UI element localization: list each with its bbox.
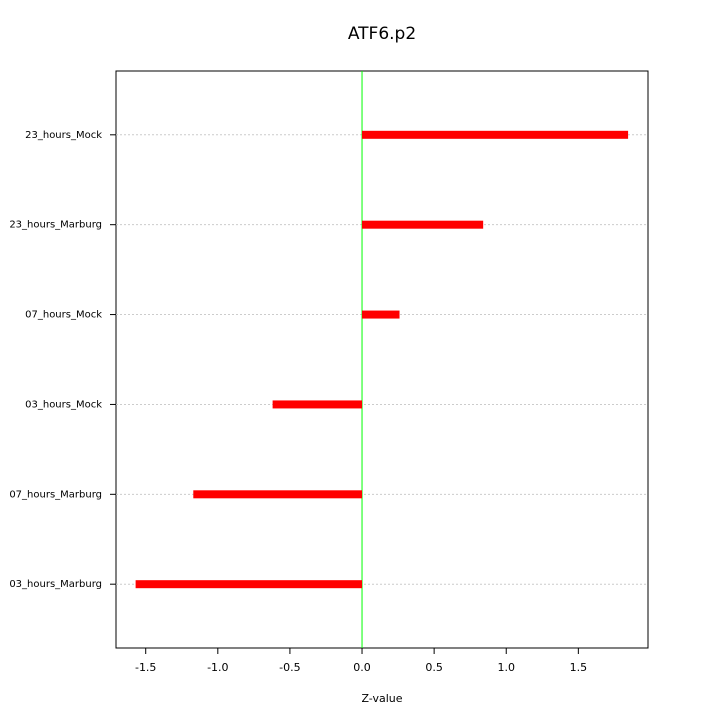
y-tick-label: 23_hours_Mock [25, 130, 102, 141]
y-tick-label: 03_hours_Mock [25, 399, 102, 410]
y-tick-label: 03_hours_Marburg [9, 579, 102, 590]
x-tick-label: 1.0 [497, 661, 515, 674]
x-axis-label: Z-value [361, 692, 402, 705]
y-tick-label: 07_hours_Marburg [9, 489, 102, 500]
bar [362, 130, 629, 139]
chart-title: ATF6.p2 [348, 24, 416, 44]
x-tick-label: -0.5 [279, 661, 300, 674]
bar [362, 220, 484, 229]
x-tick-label: -1.0 [207, 661, 228, 674]
bar [135, 580, 363, 589]
bar [272, 400, 363, 409]
y-tick-label: 07_hours_Mock [25, 310, 102, 321]
plot-frame [115, 70, 649, 649]
x-tick-label: 0.5 [425, 661, 443, 674]
x-tick-label: 1.5 [570, 661, 588, 674]
x-tick-label: 0.0 [353, 661, 371, 674]
y-tick-label: 23_hours_Marburg [9, 220, 102, 231]
x-tick-label: -1.5 [135, 661, 156, 674]
bar [193, 490, 363, 499]
bar [362, 310, 400, 319]
